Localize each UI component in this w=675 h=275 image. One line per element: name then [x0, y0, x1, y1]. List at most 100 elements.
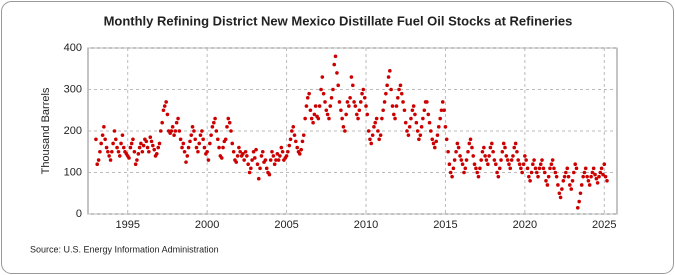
point	[393, 116, 397, 121]
point	[341, 125, 346, 129]
point	[312, 112, 317, 117]
point	[190, 125, 195, 129]
point	[541, 166, 546, 171]
point	[538, 162, 543, 166]
point	[254, 147, 258, 152]
point	[364, 104, 368, 108]
point	[182, 149, 187, 154]
point	[519, 166, 523, 171]
point	[466, 149, 470, 154]
point	[329, 96, 334, 100]
point	[208, 141, 212, 146]
point	[480, 149, 485, 154]
y-tick-label: 400	[64, 42, 82, 54]
point	[440, 100, 445, 104]
point	[402, 108, 407, 113]
point	[583, 166, 588, 171]
point	[238, 149, 242, 154]
point	[459, 158, 464, 162]
point	[575, 205, 580, 210]
point	[411, 104, 416, 108]
point	[431, 141, 436, 146]
point	[454, 149, 458, 154]
point	[556, 183, 560, 187]
point	[573, 162, 578, 166]
point	[384, 91, 388, 96]
point	[245, 154, 249, 158]
point	[460, 162, 465, 166]
point	[486, 162, 490, 166]
point	[188, 139, 192, 144]
point	[200, 129, 204, 133]
point	[287, 143, 292, 148]
point	[156, 145, 161, 150]
point	[210, 125, 215, 129]
point	[290, 129, 294, 133]
point	[593, 172, 597, 177]
point	[483, 154, 487, 158]
point	[268, 158, 273, 162]
point	[574, 166, 579, 171]
point	[529, 170, 534, 175]
point	[463, 166, 468, 171]
point	[160, 120, 164, 125]
point	[114, 137, 118, 142]
point	[532, 158, 536, 162]
point	[313, 104, 318, 108]
point	[311, 120, 315, 125]
point	[476, 174, 481, 179]
point	[488, 145, 493, 150]
point	[249, 166, 253, 171]
point	[136, 152, 141, 156]
point	[137, 145, 142, 150]
point	[553, 170, 558, 175]
point	[172, 133, 176, 137]
point	[115, 145, 119, 150]
point	[237, 145, 241, 150]
point	[417, 137, 421, 142]
point	[253, 156, 257, 160]
point	[280, 149, 285, 154]
point	[174, 120, 179, 125]
x-tick-label: 2015	[433, 219, 457, 231]
point	[193, 137, 198, 142]
point	[564, 170, 568, 175]
point	[427, 120, 432, 125]
point	[478, 166, 482, 171]
point	[185, 154, 190, 158]
point	[340, 116, 344, 121]
point	[339, 108, 343, 113]
point	[565, 166, 570, 171]
point	[112, 129, 117, 133]
point	[495, 170, 499, 175]
point	[599, 166, 604, 171]
point	[493, 162, 498, 166]
point	[552, 166, 556, 171]
point	[528, 179, 532, 183]
point	[139, 141, 143, 146]
point	[578, 191, 583, 196]
point	[435, 133, 440, 137]
point	[597, 174, 601, 179]
point	[181, 141, 186, 146]
point	[590, 170, 595, 175]
point	[197, 141, 202, 146]
point	[450, 174, 454, 179]
point	[151, 143, 155, 148]
point	[230, 141, 235, 146]
point	[164, 100, 168, 104]
point	[145, 145, 150, 150]
point	[520, 170, 524, 175]
point	[198, 133, 203, 137]
point	[243, 149, 248, 154]
point	[267, 172, 272, 177]
point	[601, 172, 605, 177]
point	[119, 141, 123, 146]
point	[186, 145, 191, 150]
point	[308, 108, 313, 113]
point	[443, 125, 448, 129]
point	[154, 152, 159, 156]
point	[401, 100, 405, 104]
point	[474, 166, 478, 171]
point	[546, 174, 551, 179]
